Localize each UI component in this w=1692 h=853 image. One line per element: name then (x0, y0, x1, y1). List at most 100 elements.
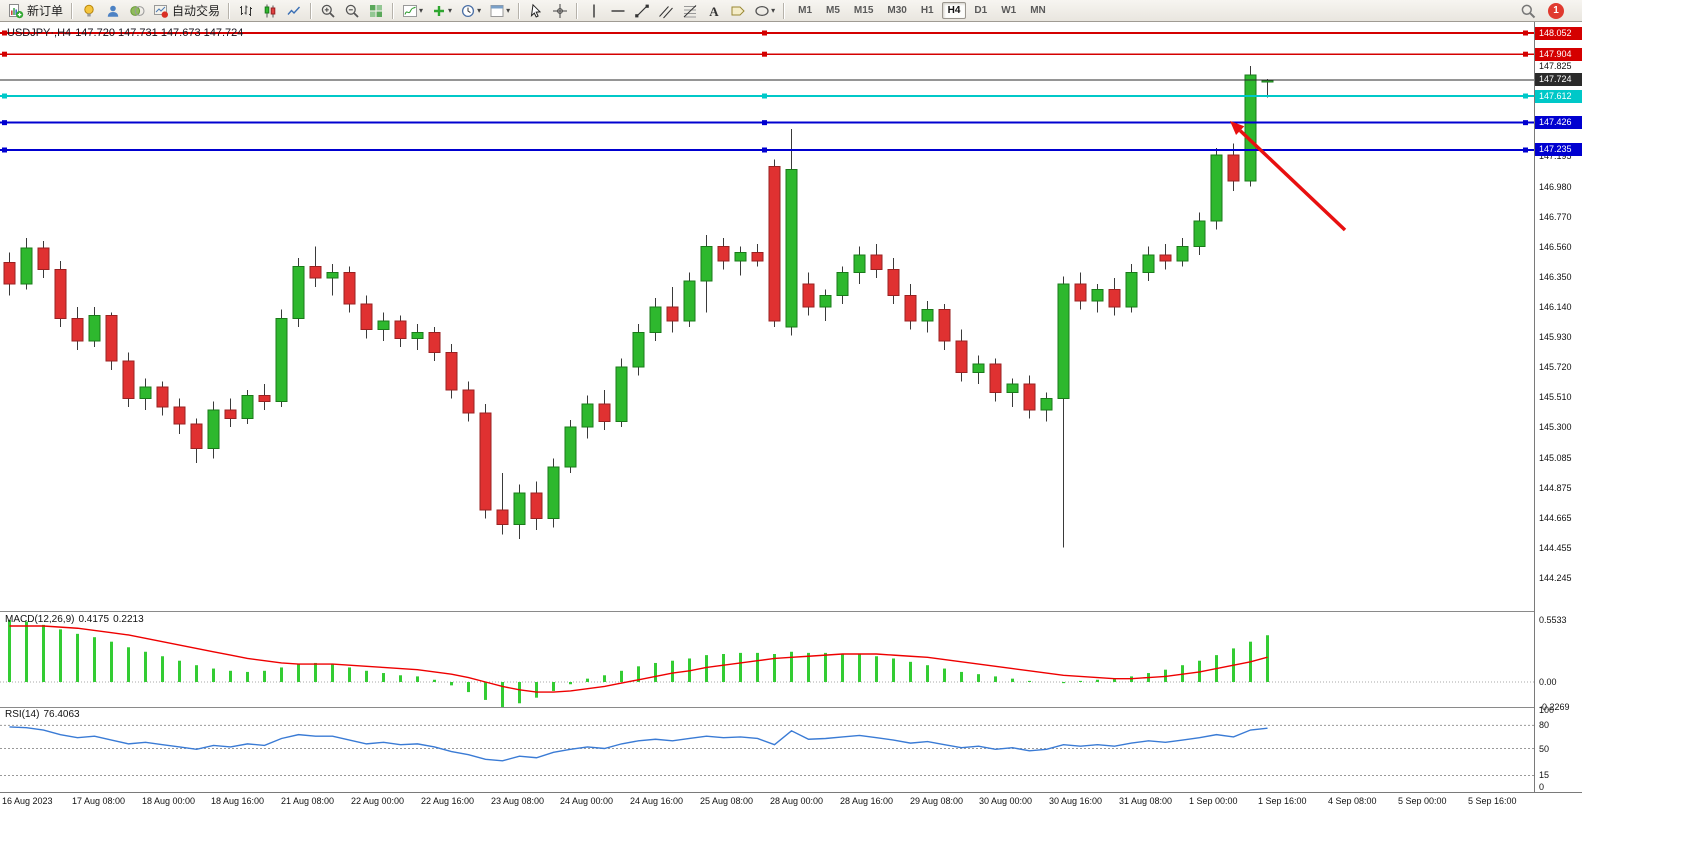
price-axis-label: 146.140 (1539, 301, 1572, 312)
time-axis[interactable]: 16 Aug 2023 17 Aug 08:00 18 Aug 00:00 18 Au… (0, 792, 1582, 812)
timeframe-h1[interactable]: H1 (920, 5, 934, 16)
autotrading-button-label: 自动交易 (172, 4, 221, 18)
price-axis-label: 146.560 (1539, 241, 1572, 252)
time-axis-label: 16 Aug 2023 (2, 796, 53, 806)
timeframe-h4[interactable]: H4 (941, 2, 967, 19)
timeframe-mn[interactable]: MN (1030, 5, 1046, 16)
search-button[interactable] (1516, 0, 1540, 21)
price-tag: 148.052 (1535, 26, 1582, 40)
macd-axis-label: -0.2269 (1539, 702, 1570, 713)
notification-badge[interactable]: 1 (1548, 2, 1564, 19)
price-axis-label: 144.875 (1539, 482, 1572, 493)
crosshair-button[interactable] (548, 0, 572, 21)
rsi-axis-label: 80 (1539, 720, 1550, 731)
price-axis-label: 147.825 (1539, 60, 1572, 71)
time-axis-label: 23 Aug 08:00 (491, 796, 545, 806)
tile-windows-button[interactable] (364, 0, 388, 21)
macd-axis-label: 0.5533 (1539, 615, 1567, 626)
price-axis-label: 145.720 (1539, 361, 1572, 372)
panel-separator[interactable] (0, 707, 1582, 708)
chevron-down-icon[interactable]: ▾ (419, 6, 424, 15)
time-axis-label: 28 Aug 16:00 (840, 796, 894, 806)
time-axis-label: 18 Aug 00:00 (142, 796, 196, 806)
timeframe-m30[interactable]: M30 (887, 5, 907, 16)
time-axis-label: 24 Aug 16:00 (630, 796, 684, 806)
channel-button[interactable] (654, 0, 678, 21)
price-axis-label: 144.455 (1539, 543, 1572, 554)
chevron-down-icon[interactable]: ▾ (448, 6, 453, 15)
chevron-down-icon[interactable]: ▾ (771, 6, 776, 15)
text-button[interactable]: A (702, 0, 726, 21)
toolbar-separator (310, 2, 313, 19)
time-axis-label: 5 Sep 16:00 (1468, 796, 1517, 806)
price-axis-label: 146.350 (1539, 271, 1572, 282)
crosshair-icon (552, 3, 568, 19)
line-chart-button[interactable] (282, 0, 306, 21)
chevron-down-icon[interactable]: ▾ (506, 6, 511, 15)
new-order-button[interactable]: 新订单 (4, 0, 67, 21)
time-axis-label: 17 Aug 08:00 (72, 796, 126, 806)
periods-button[interactable]: ▾ (456, 0, 485, 21)
zoom-in-button[interactable] (316, 0, 340, 21)
macd-panel[interactable] (0, 612, 1534, 707)
price-axis-label: 144.665 (1539, 513, 1572, 524)
metaquotes-button[interactable] (125, 0, 149, 21)
rsi-axis-label: 100 (1539, 705, 1555, 715)
indicators-button[interactable]: ▾ (398, 0, 427, 21)
time-axis-label: 31 Aug 08:00 (1119, 796, 1173, 806)
line-chart-icon (286, 3, 302, 19)
price-axis-label: 145.085 (1539, 452, 1572, 463)
price-axis-label: 146.980 (1539, 181, 1572, 192)
fibonacci-icon (682, 3, 698, 19)
candlestick-chart-button[interactable] (258, 0, 282, 21)
add-indicator-button[interactable]: ▾ (427, 0, 456, 21)
wizard-icon (81, 3, 97, 19)
timeframe-m5[interactable]: M5 (826, 5, 840, 16)
price-chart[interactable] (0, 22, 1534, 611)
autotrading-button[interactable]: 自动交易 (149, 0, 224, 21)
channel-icon (658, 3, 674, 19)
text-icon: A (706, 3, 722, 19)
vertical-line-button[interactable] (582, 0, 606, 21)
bars-chart-icon (238, 3, 254, 19)
timeframe-m15[interactable]: M15 (853, 5, 874, 16)
rsi-panel[interactable] (0, 708, 1534, 792)
price-axis-label: 145.930 (1539, 331, 1572, 342)
time-axis-label: 1 Sep 00:00 (1189, 796, 1238, 806)
bar-chart-button[interactable] (234, 0, 258, 21)
community-icon (105, 3, 121, 19)
mql-wizard-button[interactable] (77, 0, 101, 21)
zoom-out-button[interactable] (340, 0, 364, 21)
community-button[interactable] (101, 0, 125, 21)
chevron-down-icon[interactable]: ▾ (477, 6, 482, 15)
vertical-line-icon (586, 3, 602, 19)
price-tag: 147.235 (1535, 143, 1582, 157)
price-tag: 147.426 (1535, 116, 1582, 130)
cursor-button[interactable] (524, 0, 548, 21)
price-axis-label: 145.300 (1539, 422, 1572, 433)
rsi-axis-label: 15 (1539, 770, 1550, 781)
timeframe-group: M1 M5 M15 M30 H1 H4 D1 W1 MN (791, 2, 1053, 19)
time-axis-label: 1 Sep 16:00 (1258, 796, 1307, 806)
template-icon (489, 3, 505, 19)
shapes-button[interactable]: ▾ (750, 0, 779, 21)
price-axis[interactable]: 147.825147.195146.980146.770146.560146.3… (1534, 22, 1582, 792)
trendline-button[interactable] (630, 0, 654, 21)
horizontal-line-button[interactable] (606, 0, 630, 21)
new-order-icon (8, 3, 24, 19)
add-indicator-icon (431, 3, 447, 19)
search-icon (1520, 3, 1536, 19)
label-button[interactable] (726, 0, 750, 21)
fibonacci-button[interactable] (678, 0, 702, 21)
toolbar-separator (783, 2, 786, 19)
toolbar-separator (392, 2, 395, 19)
chart-ohlc-values: 147.720 147.731 147.673 147.724 (75, 27, 244, 39)
templates-button[interactable]: ▾ (485, 0, 514, 21)
timeframe-m1[interactable]: M1 (798, 5, 813, 16)
panel-separator[interactable] (0, 611, 1582, 612)
indicators-icon (402, 3, 418, 19)
timeframe-d1[interactable]: D1 (974, 5, 988, 16)
price-axis-label: 145.510 (1539, 392, 1572, 402)
timeframe-w1[interactable]: W1 (1001, 5, 1017, 16)
shapes-icon (754, 3, 770, 19)
